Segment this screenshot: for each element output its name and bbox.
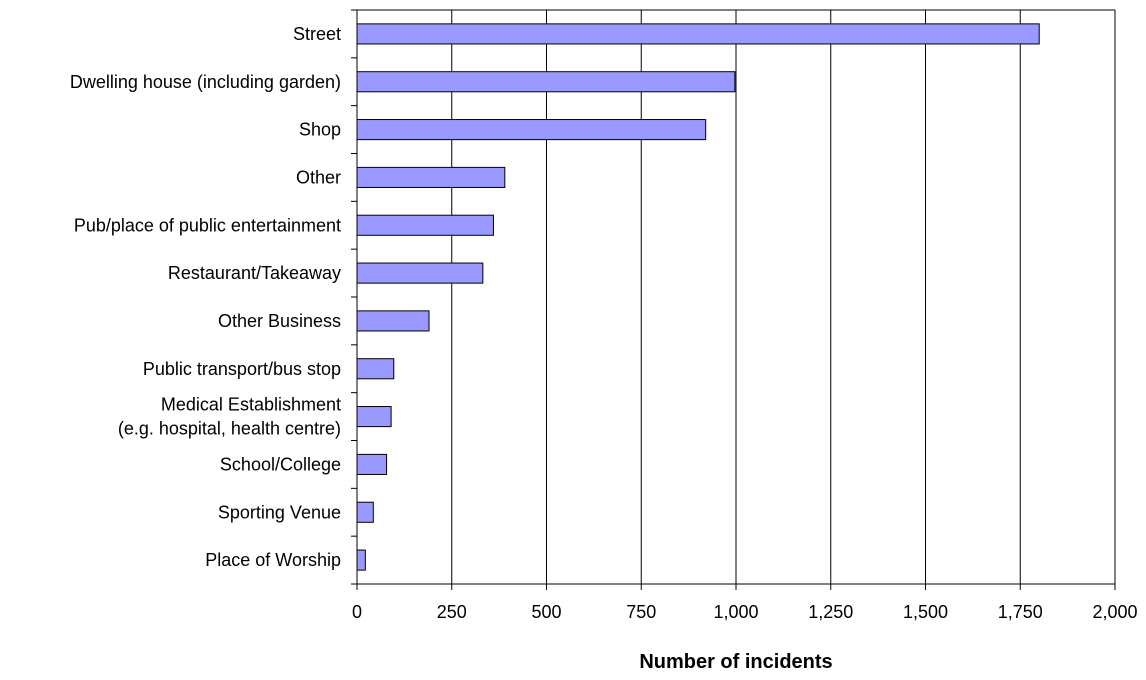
bar	[356, 549, 366, 571]
x-axis-title: Number of incidents	[639, 651, 832, 673]
x-tick-label: 750	[626, 602, 656, 622]
category-label: Other	[296, 167, 341, 187]
category-label: Other Business	[218, 311, 341, 331]
tick-labels: 0 250 500 750 1,000 1,250 1,500 1,750 2,000	[352, 602, 1138, 622]
x-tick-label: 1,250	[808, 602, 853, 622]
x-tick-label: 1,750	[998, 602, 1043, 622]
bar	[356, 71, 736, 93]
bar	[356, 310, 430, 332]
category-label: School/College	[220, 454, 341, 474]
category-label: Restaurant/Takeaway	[168, 263, 341, 283]
category-label: Shop	[299, 120, 341, 140]
category-label: Medical Establishment (e.g. hospital, hea…	[118, 395, 341, 439]
x-tick-label: 500	[531, 602, 561, 622]
category-label: Sporting Venue	[218, 502, 341, 522]
category-label: Place of Worship	[205, 550, 341, 570]
axes	[351, 9, 1116, 590]
category-labels: Street Dwelling house (including garden) S…	[70, 24, 341, 570]
category-label: Public transport/bus stop	[143, 359, 341, 379]
bar	[356, 119, 707, 141]
bar	[356, 214, 494, 236]
x-tick-label: 250	[437, 602, 467, 622]
bar	[356, 501, 374, 523]
category-label: Dwelling house (including garden)	[70, 72, 341, 92]
x-tick-label: 0	[352, 602, 362, 622]
gridlines	[451, 10, 1116, 584]
bars	[356, 23, 1040, 571]
x-tick-label: 1,500	[903, 602, 948, 622]
x-tick-label: 2,000	[1092, 602, 1137, 622]
x-tick-label: 1,000	[713, 602, 758, 622]
bar	[356, 166, 506, 188]
bar	[356, 262, 484, 284]
bar	[356, 406, 392, 428]
bar	[356, 23, 1040, 45]
category-label: Street	[293, 24, 341, 44]
bar	[356, 358, 395, 380]
bar	[356, 453, 388, 475]
category-label: Pub/place of public entertainment	[74, 215, 341, 235]
